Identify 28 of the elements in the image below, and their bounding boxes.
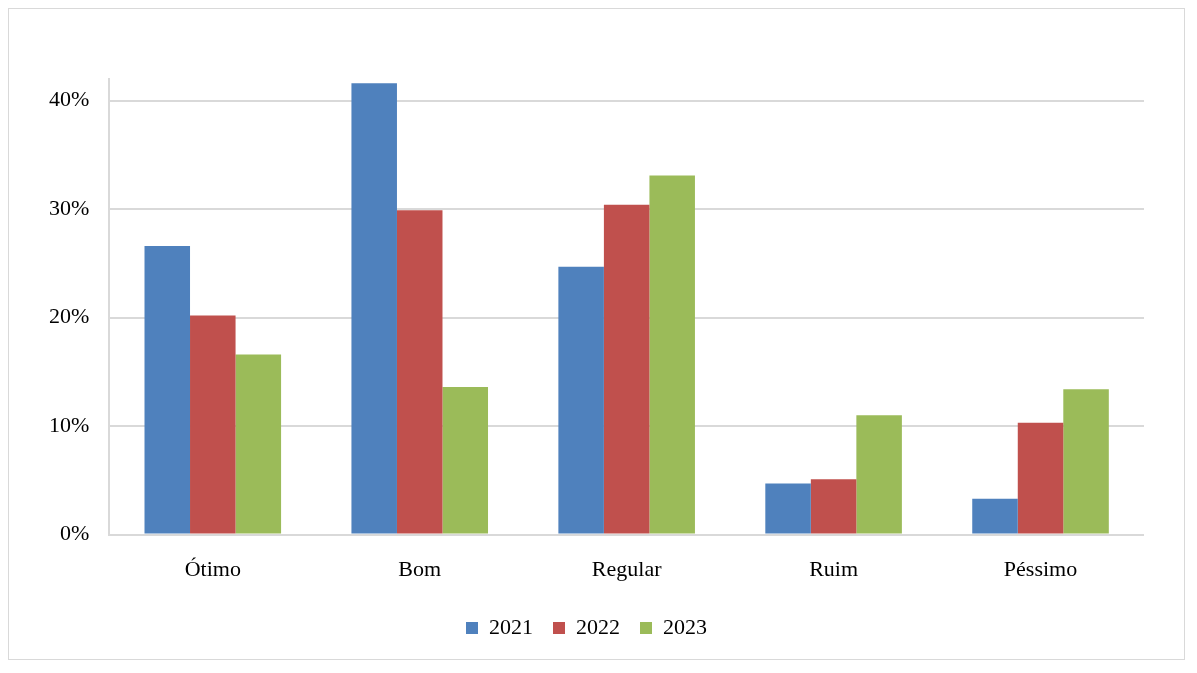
bar <box>351 83 397 534</box>
bar <box>558 266 604 534</box>
x-tick-label: Regular <box>591 555 663 581</box>
legend-label: 2021 <box>489 613 533 639</box>
y-tick-label: 10% <box>49 411 90 437</box>
bar <box>765 483 811 534</box>
bar <box>972 498 1018 534</box>
y-tick-label: 20% <box>49 303 90 329</box>
x-tick-label: Péssimo <box>1003 555 1078 581</box>
x-tick-label: Ótimo <box>184 555 241 581</box>
bar <box>1017 422 1064 534</box>
bar <box>442 387 489 534</box>
legend-label: 2023 <box>663 613 707 639</box>
y-tick-label: 30% <box>49 194 90 220</box>
bar <box>190 315 236 534</box>
x-tick-label: Ruim <box>809 555 859 581</box>
legend-label: 2022 <box>576 613 620 639</box>
y-tick-label: 40% <box>49 86 90 112</box>
bar <box>1063 389 1109 534</box>
bar <box>235 354 282 534</box>
bar <box>603 204 650 534</box>
bar <box>649 175 695 534</box>
bar <box>810 479 857 534</box>
bar <box>856 415 902 534</box>
bar <box>144 246 191 534</box>
bar <box>396 210 443 534</box>
y-tick-label: 0% <box>60 520 90 546</box>
x-tick-label: Bom <box>398 555 442 581</box>
